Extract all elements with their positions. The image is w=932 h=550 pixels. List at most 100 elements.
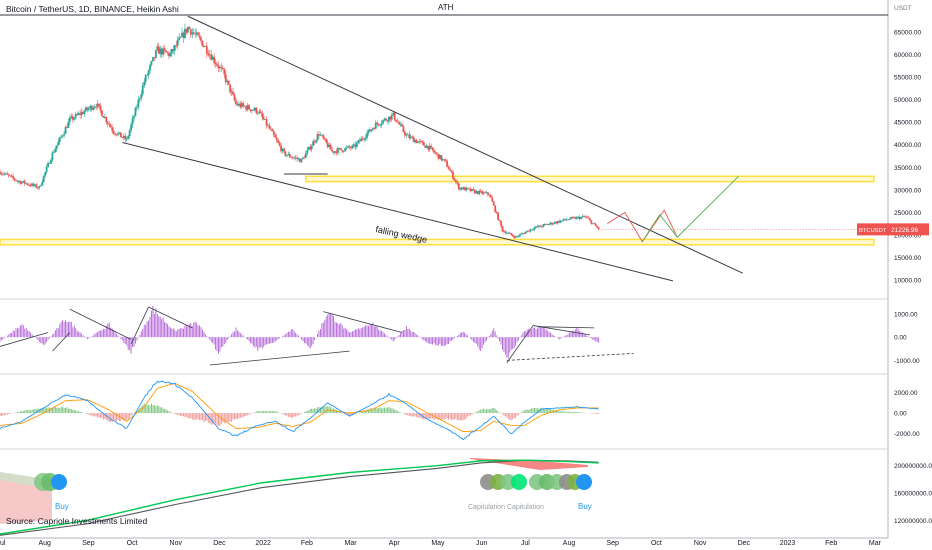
candle-body xyxy=(261,113,264,117)
candle-body xyxy=(466,187,469,189)
candle-body xyxy=(307,146,310,150)
candle-body xyxy=(96,103,99,107)
candle-body xyxy=(95,106,98,108)
candle-body xyxy=(456,181,459,184)
price-tick-label: 25000.00 xyxy=(894,210,921,217)
candle-body xyxy=(19,180,22,184)
candle-body xyxy=(32,183,35,186)
candle-body xyxy=(382,120,384,124)
candle-body xyxy=(86,107,89,110)
time-tick-label: 2023 xyxy=(780,540,796,547)
candle-body xyxy=(34,184,36,186)
candle-body xyxy=(166,52,169,54)
price-tick-label: 10000.00 xyxy=(894,277,921,284)
candle-body xyxy=(108,123,111,125)
candle-body xyxy=(105,117,108,123)
candle-body xyxy=(414,140,416,143)
candle-body xyxy=(472,189,475,190)
candle-body xyxy=(297,158,300,160)
candle-body xyxy=(205,46,208,54)
candle-body xyxy=(288,154,291,157)
candle-body xyxy=(82,112,84,114)
candle-body xyxy=(188,26,191,30)
candle-body xyxy=(568,219,571,220)
candle-body xyxy=(303,157,306,159)
candle-body xyxy=(574,217,577,219)
candle-body xyxy=(488,194,491,196)
candle-body xyxy=(494,205,497,212)
candle-body xyxy=(489,195,492,198)
price-axis-unit: USDT xyxy=(894,5,912,12)
candle-body xyxy=(517,236,520,237)
time-tick-label: May xyxy=(431,540,445,547)
candle-body xyxy=(408,134,411,139)
wedge-trendline xyxy=(122,141,674,282)
candle-body xyxy=(67,121,70,128)
candle-body xyxy=(355,142,358,147)
candle-body xyxy=(87,108,90,110)
candle-body xyxy=(469,188,472,192)
candle-body xyxy=(51,152,54,161)
candle-body xyxy=(503,231,505,233)
candle-body xyxy=(449,169,451,171)
candle-body xyxy=(542,224,545,227)
candle-body xyxy=(366,133,368,138)
candle-body xyxy=(495,211,498,213)
candle-body xyxy=(580,217,583,220)
candle-body xyxy=(326,142,329,148)
osc1-trendline xyxy=(148,306,193,329)
candle-body xyxy=(184,28,186,38)
candle-body xyxy=(6,173,9,175)
candle-body xyxy=(165,50,167,53)
candle-body xyxy=(118,132,121,134)
candle-body xyxy=(347,146,350,148)
price-tick-label: 60000.00 xyxy=(894,52,921,59)
candle-body xyxy=(194,33,197,35)
candle-body xyxy=(291,157,294,159)
candle-body xyxy=(153,57,156,59)
candle-body xyxy=(208,54,211,56)
candle-body xyxy=(160,48,163,55)
candle-body xyxy=(526,230,529,232)
candle-body xyxy=(350,147,352,149)
candle-body xyxy=(389,116,392,120)
candle-body xyxy=(555,221,558,224)
candle-body xyxy=(457,183,460,190)
candle-body xyxy=(181,32,183,37)
candle-body xyxy=(130,124,132,131)
candle-body xyxy=(114,133,116,135)
time-tick-label: Feb xyxy=(301,540,313,547)
candle-body xyxy=(229,84,232,93)
source-text: Source: Capriole Investments Limited xyxy=(6,516,148,526)
osc1-tick-label: 0.00 xyxy=(894,335,907,342)
candle-body xyxy=(122,135,125,138)
time-tick-label: Sep xyxy=(82,540,95,547)
candle-body xyxy=(286,155,288,157)
ath-label: ATH xyxy=(438,3,454,12)
candle-body xyxy=(58,137,61,142)
candle-body xyxy=(221,68,224,70)
candle-body xyxy=(441,159,444,161)
candle-body xyxy=(281,148,284,152)
candle-body xyxy=(55,145,58,149)
candle-body xyxy=(452,171,454,179)
time-tick-label: Aug xyxy=(38,540,51,547)
candle-body xyxy=(224,74,227,83)
candle-body xyxy=(133,116,135,119)
time-tick-label: Oct xyxy=(651,540,662,547)
candle-body xyxy=(438,155,441,159)
current-price-value: 21226.96 xyxy=(891,227,918,234)
candle-body xyxy=(383,118,386,121)
candle-body xyxy=(421,141,424,143)
candle-body xyxy=(530,229,533,231)
candle-body xyxy=(473,189,476,194)
candle-body xyxy=(240,103,243,108)
candle-body xyxy=(111,127,114,131)
candle-body xyxy=(198,35,201,38)
candle-body xyxy=(364,137,367,140)
candle-body xyxy=(79,113,82,115)
candle-body xyxy=(77,113,80,115)
price-tick-label: 35000.00 xyxy=(894,165,921,172)
candle-body xyxy=(306,149,309,154)
